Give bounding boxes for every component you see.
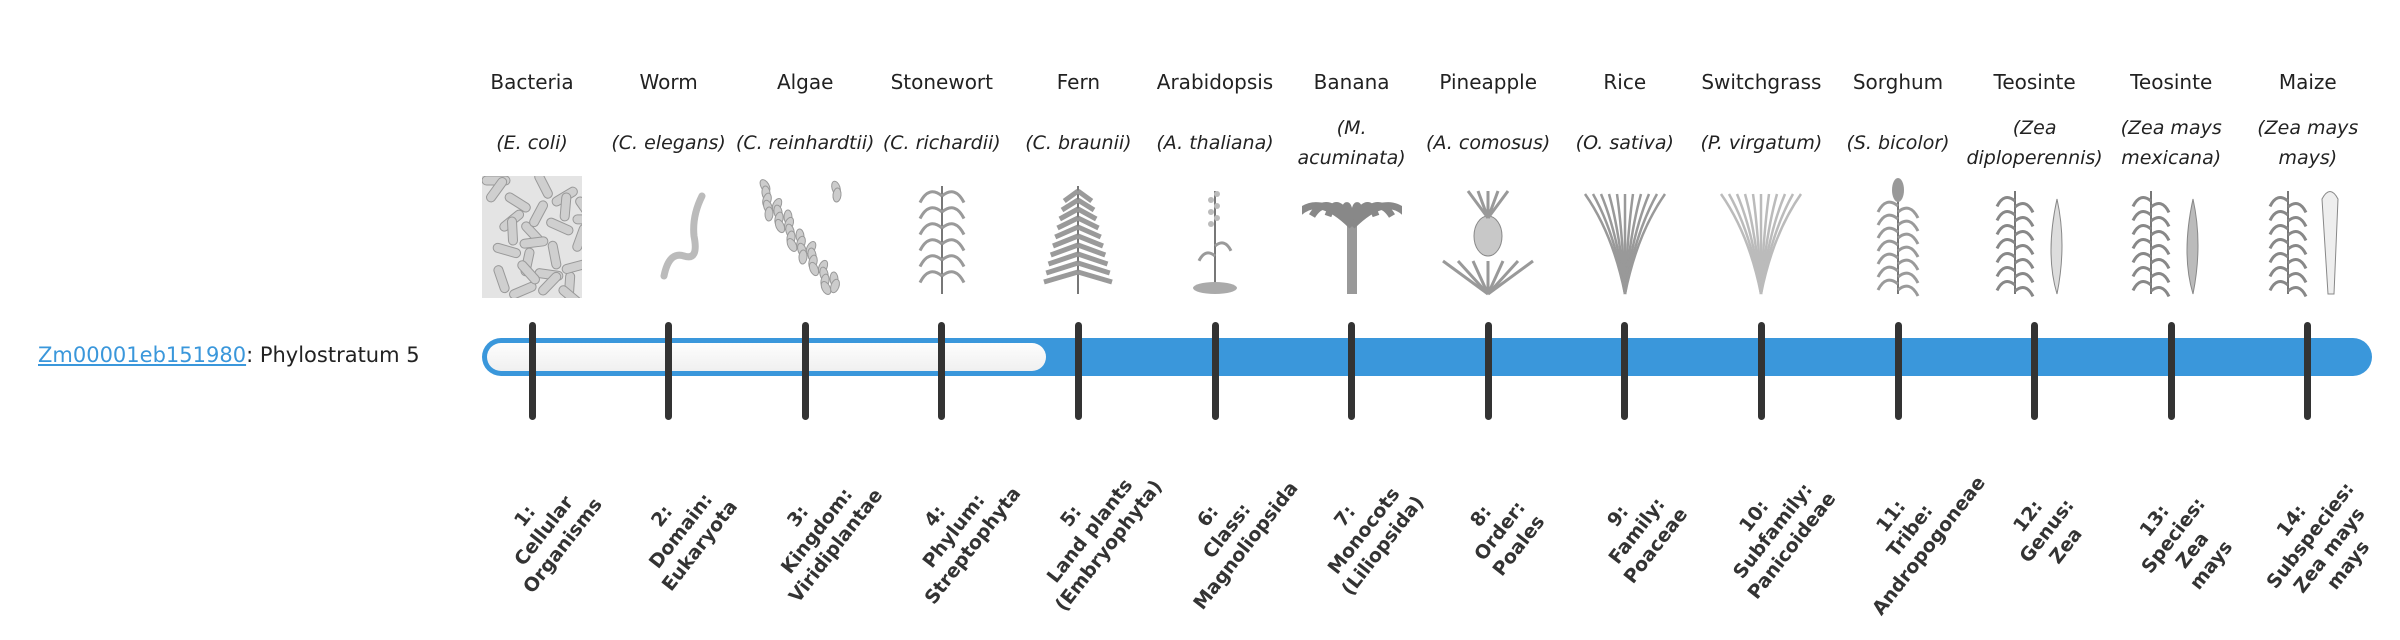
species-text: (S. bicolor): [1846, 132, 1950, 154]
teosinte-perennial-illustration: [1985, 176, 2085, 298]
stratum-tick: [1621, 322, 1629, 420]
taxon-common-name: Teosinte: [1993, 70, 2076, 94]
taxon-species-name: (C. braunii): [1008, 108, 1148, 178]
rice-illustration: [1575, 176, 1675, 298]
taxon-species-name: (S. bicolor): [1828, 108, 1968, 178]
taxon-species-name: (A. thaliana): [1145, 108, 1285, 178]
taxon-species-name: (O. sativa): [1555, 108, 1695, 178]
maize-illustration: [2258, 176, 2358, 298]
taxon-species-name: (Zea mays mexicana): [2101, 108, 2241, 178]
stratum-tick: [1484, 322, 1492, 420]
species-text: (C. elegans): [611, 132, 726, 154]
stratum-tick: [1757, 322, 1765, 420]
stratum-label: 5: Land plants (Embryophyta): [1043, 474, 1168, 616]
stratum-tick: [1348, 322, 1356, 420]
worm-illustration: [619, 176, 719, 298]
taxon-common-name: Rice: [1603, 70, 1647, 94]
stratum-label: 1: Cellular Organisms: [510, 491, 607, 598]
taxon-species-name: (C. elegans): [599, 108, 739, 178]
taxon-common-name: Pineapple: [1439, 70, 1538, 94]
gene-id-link[interactable]: Zm00001eb151980: [38, 343, 247, 367]
stratum-label: 3: Kingdom: Viridiplantae: [776, 483, 888, 607]
stratum-tick: [1211, 322, 1219, 420]
taxon-common-name: Maize: [2278, 70, 2337, 94]
stratum-label: 4: Phylum: Streptophyta: [918, 482, 1026, 609]
species-text: (M. acuminata): [1297, 117, 1406, 169]
stratum-tick: [801, 322, 809, 420]
stratum-label: 10: Subfamily: Panicoideae: [1729, 479, 1841, 604]
taxon-species-name: (E. coli): [462, 108, 602, 178]
species-text: (O. sativa): [1575, 132, 1674, 154]
stratum-label: 9: Family: Poaceae: [1602, 493, 1692, 588]
taxon-common-name: Sorghum: [1852, 70, 1944, 94]
teosinte-mexicana-illustration: [2121, 176, 2221, 298]
stratum-label: 14: Subspecies: Zea mays mays: [2262, 478, 2374, 598]
stratum-tick: [2167, 322, 2175, 420]
sorghum-illustration: [1848, 176, 1948, 298]
taxon-species-name: (A. comosus): [1418, 108, 1558, 178]
species-text: (Zea mays mexicana): [2120, 117, 2222, 169]
taxon-species-name: (M. acuminata): [1282, 108, 1422, 178]
stratum-tick: [2304, 322, 2312, 420]
species-text: (Zea diploperennis): [1966, 117, 2103, 169]
phylostratum-bar-unfilled: [487, 343, 1046, 371]
stonewort-illustration: [892, 176, 992, 298]
taxon-common-name: Teosinte: [2130, 70, 2213, 94]
taxon-species-name: (C. reinhardtii): [735, 108, 875, 178]
taxon-common-name: Algae: [776, 70, 834, 94]
phylostratum-text: : Phylostratum 5: [246, 343, 420, 367]
stratum-tick: [2031, 322, 2039, 420]
stratum-label: 13: Species: Zea mays: [2135, 493, 2238, 594]
taxon-species-name: (Zea diploperennis): [1965, 108, 2105, 178]
taxon-species-name: (Zea mays mays): [2238, 108, 2378, 178]
species-text: (P. virgatum): [1700, 132, 1823, 154]
species-text: (A. thaliana): [1156, 132, 1274, 154]
stratum-label: 6: Class: Magnoliopsida: [1189, 477, 1303, 614]
species-text: (E. coli): [496, 132, 568, 154]
pineapple-illustration: [1438, 176, 1538, 298]
stratum-label: 11: Tribe: Andropogoneae: [1868, 472, 1990, 620]
stratum-tick: [528, 322, 536, 420]
stratum-tick: [938, 322, 946, 420]
stratum-label: 2: Domain: Eukaryota: [644, 489, 742, 596]
phylostratum-bar: [482, 338, 2372, 376]
algae-cells-illustration: [755, 176, 855, 298]
fern-illustration: [1028, 176, 1128, 298]
bacteria-rods-illustration: [481, 171, 602, 308]
gene-phylostratum-label: Zm00001eb151980: Phylostratum 5: [38, 340, 420, 370]
taxon-common-name: Arabidopsis: [1156, 70, 1274, 94]
taxon-common-name: Worm: [639, 70, 698, 94]
stratum-label: 7: Monocots (Liliopsida): [1323, 483, 1429, 600]
species-text: (C. reinhardtii): [735, 132, 875, 154]
arabidopsis-illustration: [1165, 176, 1265, 298]
stratum-label: 8: Order: Poales: [1466, 497, 1550, 581]
taxon-common-name: Banana: [1313, 70, 1390, 94]
taxon-common-name: Bacteria: [490, 70, 574, 94]
taxon-species-name: (P. virgatum): [1691, 108, 1831, 178]
taxon-common-name: Switchgrass: [1701, 70, 1822, 94]
stratum-label: 12: Genus: Zea: [2008, 494, 2087, 569]
species-text: (C. richardii): [882, 132, 1001, 154]
taxon-species-name: (C. richardii): [872, 108, 1012, 178]
taxon-common-name: Fern: [1056, 70, 1101, 94]
banana-illustration: [1292, 176, 1411, 298]
taxon-common-name: Stonewort: [890, 70, 993, 94]
stratum-tick: [1894, 322, 1902, 420]
species-text: (C. braunii): [1025, 132, 1132, 154]
stratum-tick: [1074, 322, 1082, 420]
species-text: (Zea mays mays): [2257, 117, 2359, 169]
switchgrass-illustration: [1711, 176, 1811, 298]
species-text: (A. comosus): [1426, 132, 1551, 154]
stratum-tick: [665, 322, 673, 420]
